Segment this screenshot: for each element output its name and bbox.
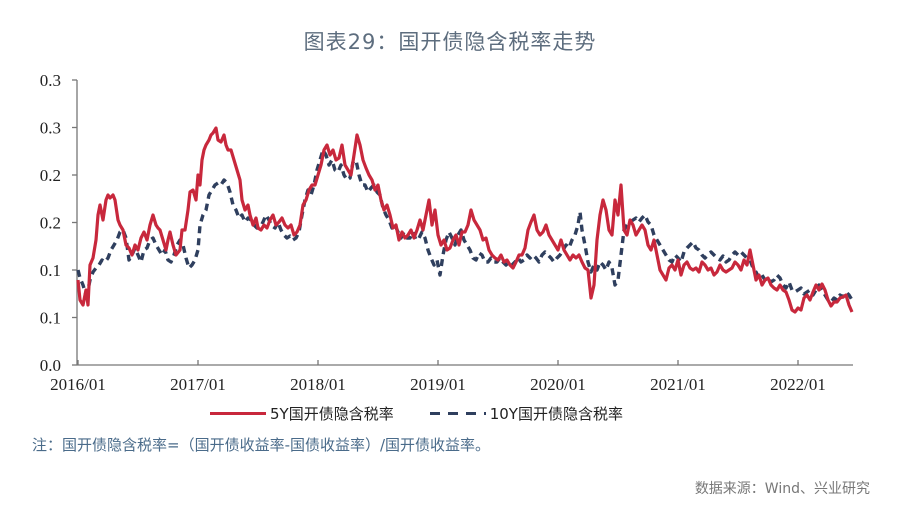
x-tick-label: 2022/01 xyxy=(770,375,826,394)
y-tick-label: 0.3 xyxy=(40,119,61,138)
y-tick-label: 0.1 xyxy=(40,309,61,328)
line-chart: 0.0 0.1 0.1 0.2 0.2 0.3 0.3 2016/01 2017/01 2018… xyxy=(40,71,854,394)
data-source: 数据来源：Wind、兴业研究 xyxy=(694,481,870,497)
chart-title: 图表29：国开债隐含税率走势 xyxy=(303,30,597,54)
series-10y-line xyxy=(76,148,854,304)
x-tick-label: 2018/01 xyxy=(290,375,346,394)
footnote: 注：国开债隐含税率=（国开债收益率-国债收益率）/国开债收益率。 xyxy=(32,436,491,454)
y-tick-label: 0.0 xyxy=(40,356,61,375)
x-tick-label: 2017/01 xyxy=(170,375,226,394)
x-tick-label: 2019/01 xyxy=(410,375,466,394)
legend-label-10y: 10Y国开债隐含税率 xyxy=(489,405,623,423)
y-tick-label: 0.2 xyxy=(40,166,61,185)
y-tick-label: 0.1 xyxy=(40,261,61,280)
y-tick-label: 0.2 xyxy=(40,214,61,233)
legend-item-10y: 10Y国开债隐含税率 xyxy=(429,403,623,424)
y-tick-label: 0.3 xyxy=(40,71,61,90)
series-5y-line xyxy=(76,126,854,314)
dashed-line-swatch-icon xyxy=(429,412,486,415)
x-tick-label: 2020/01 xyxy=(530,375,586,394)
x-axis: 2016/01 2017/01 2018/01 2019/01 2020/01 2021/… xyxy=(50,360,853,394)
legend-label-5y: 5Y国开债隐含税率 xyxy=(270,405,394,423)
solid-line-swatch-icon xyxy=(210,412,266,415)
legend: 5Y国开债隐含税率 10Y国开债隐含税率 xyxy=(210,403,659,424)
x-tick-label: 2021/01 xyxy=(650,375,706,394)
x-tick-label: 2016/01 xyxy=(50,375,106,394)
y-axis: 0.0 0.1 0.1 0.2 0.2 0.3 0.3 xyxy=(40,71,78,375)
legend-item-5y: 5Y国开债隐含税率 xyxy=(210,403,394,424)
